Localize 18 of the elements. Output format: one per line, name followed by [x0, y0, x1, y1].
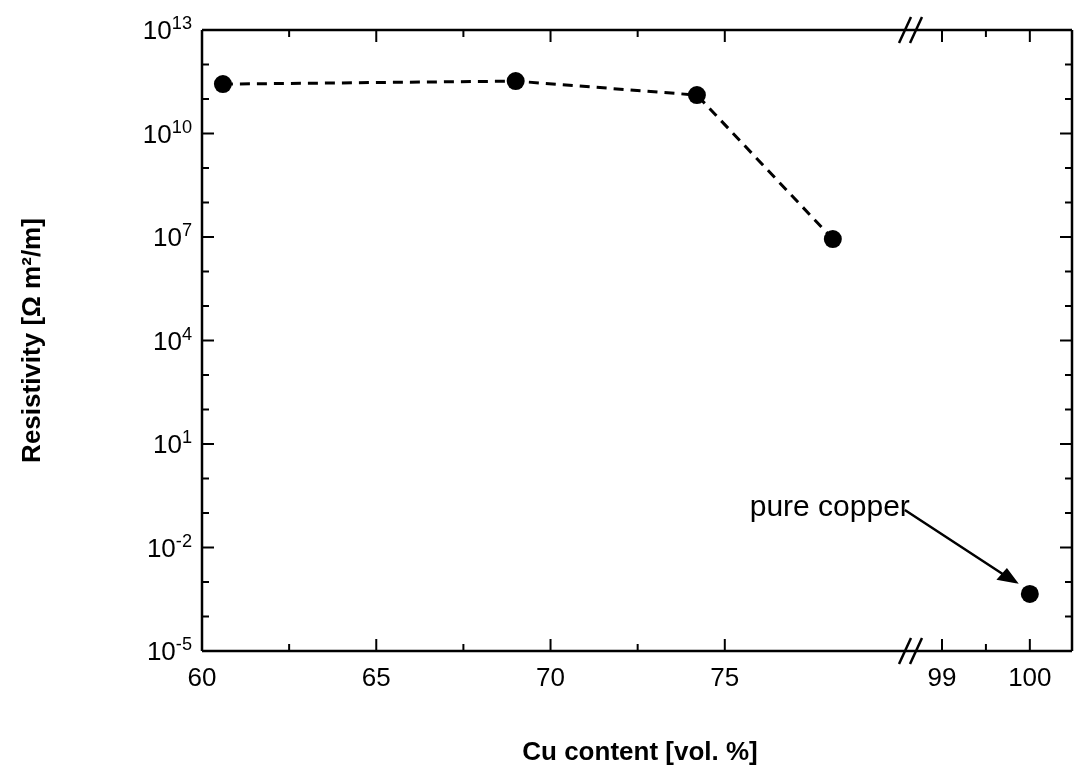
x-axis-title: Cu content [vol. %] [522, 736, 758, 766]
x-tick-label: 75 [710, 662, 740, 692]
x-tick-label: 70 [536, 662, 565, 692]
x-tick-label: 65 [361, 662, 391, 692]
y-tick-label: 10$^{1}$ [152, 427, 192, 459]
point [687, 86, 706, 105]
y-axis-title: Resistivity [Ω m²/m] [16, 218, 46, 463]
point [213, 75, 232, 94]
point [823, 230, 842, 249]
y-tick-label: 10$^{7}$ [152, 220, 192, 252]
annotation: pure copper [749, 488, 910, 522]
y-tick-label: 10$^{10}$ [142, 116, 192, 149]
point [506, 72, 525, 91]
y-tick-label: 10$^{-2}$ [146, 530, 192, 563]
x-tick-label: 99 [927, 662, 957, 692]
x-tick-label: 100 [1008, 662, 1052, 692]
y-tick-label: 10$^{13}$ [142, 13, 192, 45]
y-tick-label: 10$^{4}$ [152, 323, 192, 356]
